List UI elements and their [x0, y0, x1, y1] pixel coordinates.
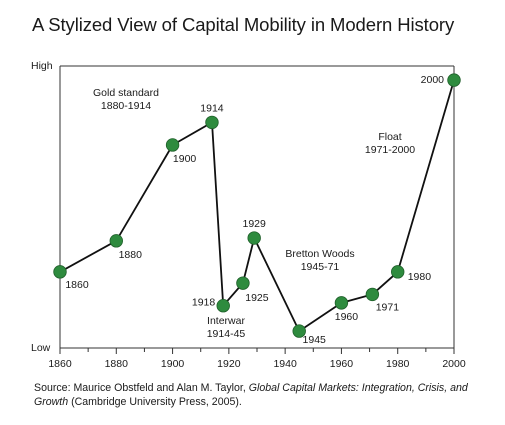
point-label-2000: 2000 [421, 74, 445, 86]
data-point-1860 [53, 265, 67, 279]
data-point-1929 [247, 231, 261, 245]
x-tick-label: 1940 [273, 358, 297, 370]
float-annotation-line: 1971-2000 [365, 144, 415, 156]
data-points [53, 73, 461, 338]
gold-standard-annotation-line: 1880-1914 [101, 100, 151, 112]
x-tick-label: 1960 [330, 358, 354, 370]
data-point-1914 [205, 115, 219, 130]
point-label-1980: 1980 [408, 271, 432, 283]
source-note: Source: Maurice Obstfeld and Alan M. Tay… [34, 381, 504, 409]
chart-title: A Stylized View of Capital Mobility in M… [32, 14, 455, 35]
axes: 1860 1880 1900 1920 1940 1960 1980 2000 High Low [31, 60, 466, 370]
point-label-1925: 1925 [245, 292, 269, 304]
data-point-1980 [391, 265, 405, 279]
point-label-1900: 1900 [173, 153, 197, 165]
interwar-annotation-line: 1914-45 [207, 328, 246, 340]
data-point-1880 [109, 234, 123, 248]
point-labels: 1860 1880 1900 1914 1918 1925 1929 1945 1960 1971… [65, 74, 444, 346]
x-tick-label: 1980 [386, 358, 410, 370]
x-tick-label: 2000 [442, 358, 466, 370]
data-point-1945 [292, 324, 306, 338]
bretton-woods-annotation-line: 1945-71 [301, 261, 340, 273]
x-tick-label: 1880 [105, 358, 129, 370]
point-label-1971: 1971 [376, 301, 400, 313]
gold-standard-annotation-line: Gold standard [93, 87, 159, 99]
data-point-1925 [236, 276, 250, 290]
data-point-2000 [447, 73, 461, 87]
source-book-title: Global Capital Markets: Integration, Cri… [34, 382, 468, 408]
point-label-1880: 1880 [119, 249, 143, 261]
x-tick-label: 1900 [161, 358, 185, 370]
chart-svg: 1860 1880 1900 1920 1940 1960 1980 2000HighLow … [31, 60, 466, 370]
interwar-annotation-line: Interwar [207, 315, 245, 327]
point-label-1945: 1945 [303, 334, 327, 346]
source-suffix: (Cambridge University Press, 2005). [68, 396, 242, 408]
float-annotation-line: Float [378, 131, 401, 143]
data-point-1900 [165, 138, 180, 152]
data-point-1918 [216, 299, 230, 313]
point-label-1860: 1860 [65, 279, 89, 291]
y-label-low: Low [31, 342, 51, 354]
point-label-1960: 1960 [335, 311, 359, 323]
data-point-1971 [365, 287, 380, 302]
bretton-woods-annotation-line: Bretton Woods [285, 248, 354, 260]
point-label-1914: 1914 [200, 102, 224, 114]
x-tick-label: 1920 [217, 358, 241, 370]
point-label-1918: 1918 [192, 297, 216, 309]
data-point-1960 [334, 296, 349, 310]
source-prefix: Source: Maurice Obstfeld and Alan M. Tay… [34, 382, 249, 394]
y-label-high: High [31, 60, 53, 72]
x-tick-label: 1860 [48, 358, 72, 370]
point-label-1929: 1929 [243, 218, 267, 230]
